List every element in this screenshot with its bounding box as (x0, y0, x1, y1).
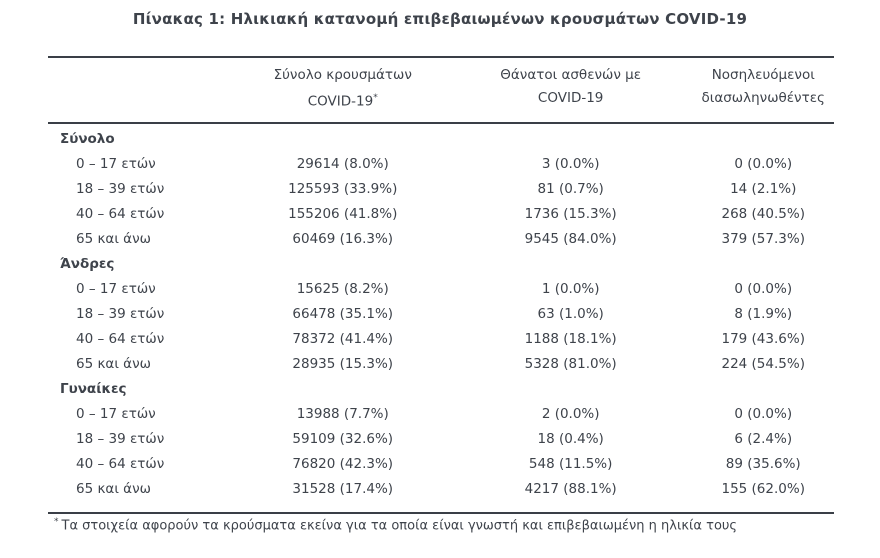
data-row: 0 – 17 ετών 13988 (7.7%) 2 (0.0%) 0 (0.0%) (48, 402, 834, 427)
footnote-text: Τα στοιχεία αφορούν τα κρούσματα εκείνα … (61, 517, 738, 533)
header-line: Θάνατοι ασθενών με (500, 67, 642, 83)
intubated-cell: 0 (0.0%) (734, 156, 793, 172)
age-group-label: 18 – 39 ετών (76, 431, 165, 447)
deaths-cell: 3 (0.0%) (541, 156, 600, 172)
age-group-label: 0 – 17 ετών (76, 406, 156, 422)
total-cases-cell: 155206 (41.8%) (288, 206, 398, 222)
deaths-cell: 4217 (88.1%) (524, 481, 617, 497)
section-label: Γυναίκες (60, 381, 127, 397)
deaths-cell: 18 (0.4%) (537, 431, 604, 447)
header-line: COVID-19* (307, 93, 378, 110)
age-group-label: 18 – 39 ετών (76, 306, 165, 322)
intubated-cell: 14 (2.1%) (730, 181, 797, 197)
total-cases-cell: 15625 (8.2%) (296, 281, 389, 297)
header-line: Σύνολο κρουσμάτων (273, 67, 412, 83)
footnote: * Τα στοιχεία αφορούν τα κρούσματα εκείνα… (48, 511, 834, 533)
intubated-cell: 379 (57.3%) (721, 231, 805, 247)
age-group-label: 0 – 17 ετών (76, 281, 156, 297)
header-cell-empty (48, 64, 237, 114)
total-cases-cell: 125593 (33.9%) (288, 181, 398, 197)
total-cases-cell: 78372 (41.4%) (292, 331, 394, 347)
header-cell-intubated: Νοσηλευόμενοι διασωληνωθέντες (693, 64, 834, 114)
intubated-cell: 8 (1.9%) (734, 306, 793, 322)
deaths-cell: 1736 (15.3%) (524, 206, 617, 222)
covid-age-distribution-table: Σύνολο κρουσμάτων COVID-19* Θάνατοι ασθε… (48, 56, 834, 533)
total-cases-cell: 60469 (16.3%) (292, 231, 394, 247)
age-group-label: 0 – 17 ετών (76, 156, 156, 172)
section-header-row: Άνδρες (48, 252, 834, 277)
age-group-label: 65 και άνω (76, 356, 151, 372)
total-cases-cell: 31528 (17.4%) (292, 481, 394, 497)
intubated-cell: 179 (43.6%) (721, 331, 805, 347)
footnote-marker: * (54, 516, 59, 527)
header-line: Νοσηλευόμενοι (711, 67, 815, 83)
deaths-cell: 63 (1.0%) (537, 306, 604, 322)
deaths-cell: 81 (0.7%) (537, 181, 604, 197)
data-row: 18 – 39 ετών 66478 (35.1%) 63 (1.0%) 8 (1.9… (48, 302, 834, 327)
age-group-label: 40 – 64 ετών (76, 456, 165, 472)
table-title: Πίνακας 1: Ηλικιακή κατανομή επιβεβαιωμέ… (132, 10, 748, 28)
total-cases-cell: 29614 (8.0%) (296, 156, 389, 172)
data-row: 65 και άνω 28935 (15.3%) 5328 (81.0%) 224 (… (48, 352, 834, 377)
intubated-cell: 6 (2.4%) (734, 431, 793, 447)
footnote-marker-ref: * (373, 93, 378, 103)
deaths-cell: 1188 (18.1%) (524, 331, 617, 347)
deaths-cell: 9545 (84.0%) (524, 231, 617, 247)
intubated-cell: 224 (54.5%) (721, 356, 805, 372)
section-header-row: Σύνολο (48, 127, 834, 152)
data-row: 65 και άνω 31528 (17.4%) 4217 (88.1%) 155 (… (48, 477, 834, 502)
data-row: 18 – 39 ετών 125593 (33.9%) 81 (0.7%) 14 (2… (48, 177, 834, 202)
data-row: 18 – 39 ετών 59109 (32.6%) 18 (0.4%) 6 (2.4… (48, 427, 834, 452)
deaths-cell: 1 (0.0%) (541, 281, 600, 297)
age-group-label: 65 και άνω (76, 481, 151, 497)
intubated-cell: 155 (62.0%) (721, 481, 805, 497)
data-row: 0 – 17 ετών 29614 (8.0%) 3 (0.0%) 0 (0.0%) (48, 152, 834, 177)
table-body: Σύνολο 0 – 17 ετών 29614 (8.0%) 3 (0.0%) 0 (… (48, 124, 834, 512)
header-row: Σύνολο κρουσμάτων COVID-19* Θάνατοι ασθε… (48, 64, 834, 114)
age-group-label: 40 – 64 ετών (76, 331, 165, 347)
age-group-label: 65 και άνω (76, 231, 151, 247)
total-cases-cell: 66478 (35.1%) (292, 306, 394, 322)
section-label: Σύνολο (60, 131, 115, 147)
intubated-cell: 0 (0.0%) (734, 406, 793, 422)
total-cases-cell: 59109 (32.6%) (292, 431, 394, 447)
data-row: 0 – 17 ετών 15625 (8.2%) 1 (0.0%) 0 (0.0%) (48, 277, 834, 302)
data-row: 40 – 64 ετών 76820 (42.3%) 548 (11.5%) 89 (… (48, 452, 834, 477)
table-header: Σύνολο κρουσμάτων COVID-19* Θάνατοι ασθε… (48, 58, 834, 124)
header-cell-total-cases: Σύνολο κρουσμάτων COVID-19* (237, 64, 449, 114)
data-row: 65 και άνω 60469 (16.3%) 9545 (84.0%) 379 (… (48, 227, 834, 252)
total-cases-cell: 13988 (7.7%) (296, 406, 389, 422)
intubated-cell: 0 (0.0%) (734, 281, 793, 297)
section-header-row: Γυναίκες (48, 377, 834, 402)
intubated-cell: 268 (40.5%) (721, 206, 805, 222)
data-row: 40 – 64 ετών 155206 (41.8%) 1736 (15.3%) 26… (48, 202, 834, 227)
header-cell-deaths: Θάνατοι ασθενών με COVID-19 (449, 64, 693, 114)
deaths-cell: 5328 (81.0%) (524, 356, 617, 372)
deaths-cell: 548 (11.5%) (528, 456, 613, 472)
deaths-cell: 2 (0.0%) (541, 406, 600, 422)
data-row: 40 – 64 ετών 78372 (41.4%) 1188 (18.1%) 179… (48, 327, 834, 352)
age-group-label: 18 – 39 ετών (76, 181, 165, 197)
header-line: διασωληνωθέντες (701, 90, 825, 106)
total-cases-cell: 28935 (15.3%) (292, 356, 394, 372)
total-cases-cell: 76820 (42.3%) (292, 456, 394, 472)
age-group-label: 40 – 64 ετών (76, 206, 165, 222)
intubated-cell: 89 (35.6%) (725, 456, 801, 472)
header-line: COVID-19 (537, 90, 604, 106)
section-label: Άνδρες (60, 256, 115, 272)
